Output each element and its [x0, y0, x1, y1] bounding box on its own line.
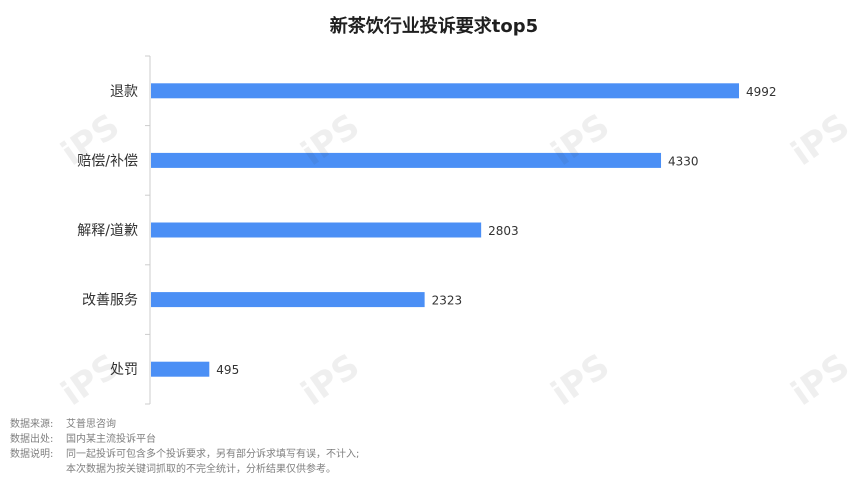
- footnote-label: 数据来源:: [10, 419, 54, 430]
- footnote-text: 艾普思咨询: [66, 419, 116, 430]
- bar: [151, 222, 482, 238]
- category-label: 赔偿/补偿: [77, 153, 138, 169]
- data-label: 4330: [668, 154, 699, 168]
- footnote-label: [10, 462, 66, 477]
- footnote-source: 数据来源: 艾普思咨询: [10, 417, 359, 432]
- data-label: 2323: [432, 294, 463, 308]
- data-label: 2803: [488, 224, 519, 238]
- chart-title: 新茶饮行业投诉要求top5: [329, 16, 539, 37]
- bar: [151, 292, 425, 308]
- category-label: 处罚: [110, 362, 138, 378]
- footnote-note-cont: 本次数据为按关键词抓取的不完全统计，分析结果仅供参考。: [10, 462, 359, 477]
- footnote-text: 国内某主流投诉平台: [66, 434, 156, 445]
- footnote-label: 数据说明:: [10, 449, 54, 460]
- bar: [151, 361, 210, 377]
- data-label: 495: [216, 363, 239, 377]
- footnote-note: 数据说明: 同一起投诉可包含多个投诉要求，另有部分诉求填写有误，不计入;: [10, 447, 359, 462]
- category-label: 解释/道歉: [77, 222, 138, 239]
- category-label: 退款: [110, 84, 138, 100]
- bar: [151, 83, 739, 99]
- footnote-label: 数据出处:: [10, 434, 54, 445]
- data-label: 4992: [746, 85, 777, 99]
- footnote-text: 本次数据为按关键词抓取的不完全统计，分析结果仅供参考。: [66, 464, 336, 475]
- footnotes: 数据来源: 艾普思咨询 数据出处: 国内某主流投诉平台 数据说明: 同一起投诉可…: [10, 417, 359, 477]
- category-label: 改善服务: [82, 293, 138, 309]
- bar: [151, 152, 662, 168]
- footnote-origin: 数据出处: 国内某主流投诉平台: [10, 432, 359, 447]
- footnote-text: 同一起投诉可包含多个投诉要求，另有部分诉求填写有误，不计入;: [66, 449, 360, 460]
